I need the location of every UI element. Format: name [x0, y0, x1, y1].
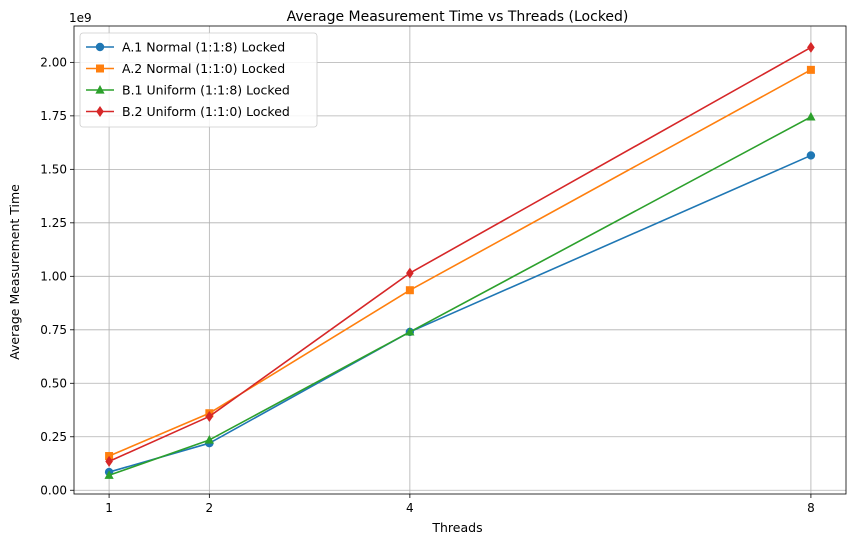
y-tick-label: 1.50: [40, 162, 67, 176]
legend-entry: A.2 Normal (1:1:0) Locked: [86, 61, 285, 76]
legend-marker: [96, 64, 104, 73]
y-axis-label: Average Measurement Time: [7, 184, 22, 360]
legend-label: A.2 Normal (1:1:0) Locked: [122, 61, 285, 76]
legend-label: B.1 Uniform (1:1:8) Locked: [122, 83, 290, 98]
data-point-triangle: [405, 326, 415, 336]
data-point-diamond: [105, 455, 113, 467]
series-line: [108, 69, 812, 457]
legend-marker: [95, 42, 105, 52]
x-tick-label: 1: [105, 501, 113, 515]
y-tick-label: 0.25: [40, 430, 67, 444]
x-tick-label: 8: [807, 501, 815, 515]
x-axis-label: Threads: [431, 520, 482, 535]
data-point-square: [405, 286, 414, 295]
chart-title: Average Measurement Time vs Threads (Loc…: [287, 9, 629, 25]
series-line: [108, 154, 812, 473]
y-tick-label: 1.00: [40, 269, 67, 283]
series-4: [105, 41, 815, 467]
legend-entry: A.1 Normal (1:1:8) Locked: [86, 40, 285, 55]
axes: 1 2 4 8 0.00 0.25 0.50 0.75 1.00 1.25 1.50 1.75 2.00: [40, 25, 847, 515]
legend-marker: [96, 106, 104, 117]
plot-frame: [73, 25, 847, 495]
series-1: [104, 151, 816, 477]
y-tick-label: 2.00: [40, 55, 67, 69]
data-point-diamond: [205, 410, 214, 422]
data-point-diamond: [406, 267, 414, 279]
data-point-circle: [806, 151, 816, 160]
series-line: [108, 116, 812, 477]
legend: A.1 Normal (1:1:8) Locked A.2 Normal (1:1…: [79, 32, 318, 128]
legend-box: [79, 32, 318, 128]
series-3: [104, 111, 816, 479]
x-tick-label: 4: [406, 501, 414, 515]
data-point-square: [806, 65, 815, 74]
y-tick-label: 1.75: [40, 109, 67, 123]
legend-entry: B.1 Uniform (1:1:8) Locked: [86, 83, 290, 98]
legend-label: A.1 Normal (1:1:8) Locked: [122, 40, 285, 55]
y-tick-label: 0.50: [40, 376, 67, 390]
legend-entry: B.2 Uniform (1:1:0) Locked: [86, 104, 290, 119]
series-line: [108, 46, 812, 463]
data-point-triangle: [204, 434, 214, 444]
y-tick-label: 0.00: [40, 483, 67, 497]
data-point-triangle: [806, 111, 816, 121]
series-layer: [104, 41, 816, 479]
y-offset-text: 1e9: [69, 11, 92, 25]
x-tick-label: 2: [206, 501, 214, 515]
legend-label: B.2 Uniform (1:1:0) Locked: [122, 104, 290, 119]
legend-marker: [95, 85, 105, 94]
y-tick-label: 0.75: [40, 323, 67, 337]
data-point-diamond: [807, 41, 815, 53]
data-point-triangle: [104, 470, 114, 479]
y-tick-label: 1.25: [40, 216, 67, 230]
